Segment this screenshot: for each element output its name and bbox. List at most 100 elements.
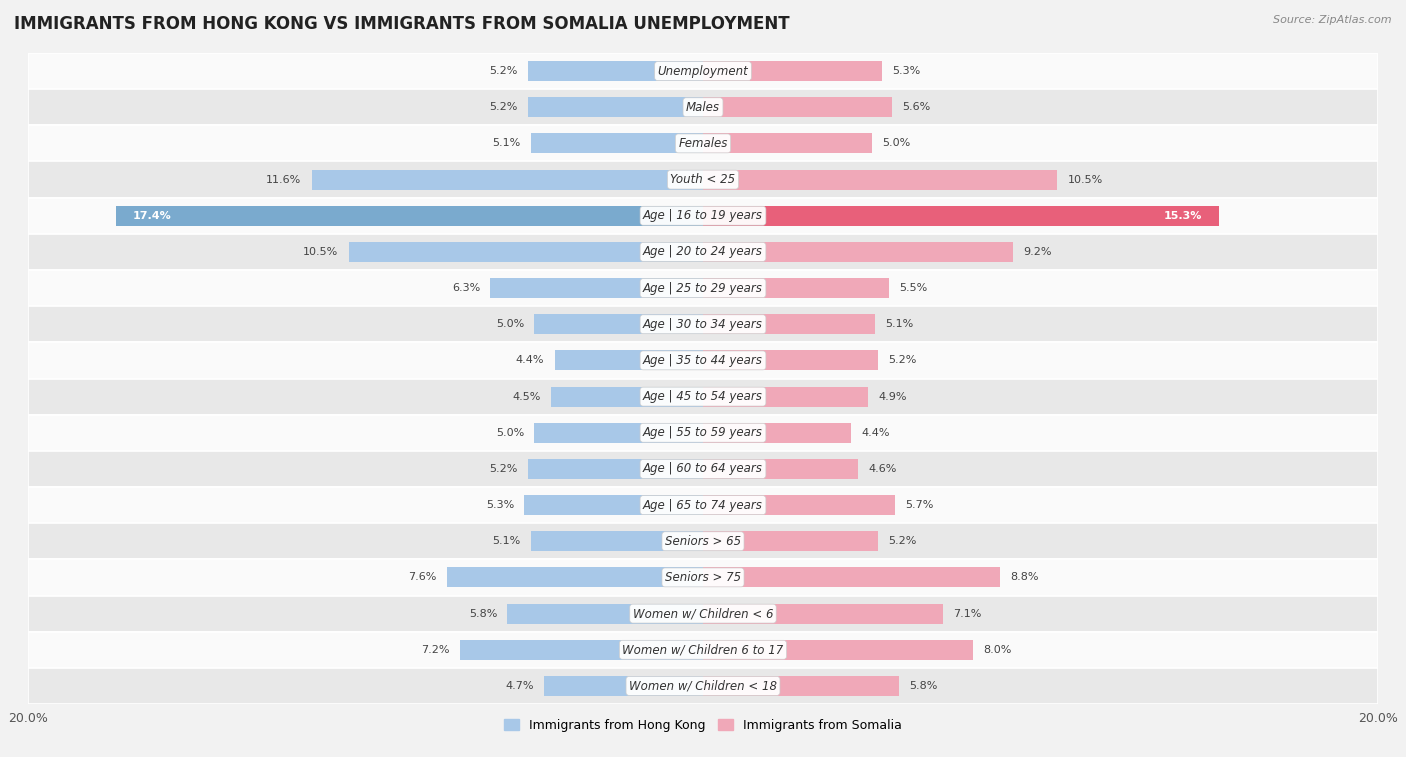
Text: Women w/ Children < 18: Women w/ Children < 18 [628, 680, 778, 693]
Bar [28, 523, 1378, 559]
Text: Seniors > 75: Seniors > 75 [665, 571, 741, 584]
Bar [527, 98, 703, 117]
Text: Unemployment: Unemployment [658, 64, 748, 77]
Bar [551, 387, 703, 407]
Bar [28, 126, 1378, 161]
Text: Age | 16 to 19 years: Age | 16 to 19 years [643, 209, 763, 223]
Bar [28, 342, 1378, 378]
Bar [703, 676, 898, 696]
Text: 5.3%: 5.3% [486, 500, 515, 510]
Bar [703, 568, 1000, 587]
Bar [544, 676, 703, 696]
Legend: Immigrants from Hong Kong, Immigrants from Somalia: Immigrants from Hong Kong, Immigrants fr… [499, 714, 907, 737]
Text: 9.2%: 9.2% [1024, 247, 1052, 257]
Bar [28, 89, 1378, 126]
Bar [703, 459, 858, 479]
Bar [703, 133, 872, 154]
Text: 4.9%: 4.9% [879, 391, 907, 401]
Text: 10.5%: 10.5% [304, 247, 339, 257]
Text: IMMIGRANTS FROM HONG KONG VS IMMIGRANTS FROM SOMALIA UNEMPLOYMENT: IMMIGRANTS FROM HONG KONG VS IMMIGRANTS … [14, 15, 790, 33]
Text: 15.3%: 15.3% [1164, 210, 1202, 221]
Bar [703, 423, 852, 443]
Bar [703, 206, 1219, 226]
Bar [703, 278, 889, 298]
Bar [703, 242, 1014, 262]
Bar [703, 640, 973, 659]
Text: 5.3%: 5.3% [891, 66, 920, 76]
Bar [703, 170, 1057, 189]
Bar [28, 487, 1378, 523]
Text: 5.2%: 5.2% [889, 356, 917, 366]
Text: 7.1%: 7.1% [953, 609, 981, 618]
Bar [28, 234, 1378, 270]
Bar [703, 531, 879, 551]
Text: Women w/ Children 6 to 17: Women w/ Children 6 to 17 [623, 643, 783, 656]
Text: Source: ZipAtlas.com: Source: ZipAtlas.com [1274, 15, 1392, 25]
Text: 11.6%: 11.6% [266, 175, 301, 185]
Bar [28, 451, 1378, 487]
Text: 5.0%: 5.0% [882, 139, 910, 148]
Text: 5.1%: 5.1% [886, 319, 914, 329]
Bar [534, 314, 703, 334]
Bar [28, 161, 1378, 198]
Text: Age | 25 to 29 years: Age | 25 to 29 years [643, 282, 763, 294]
Bar [312, 170, 703, 189]
Text: 5.2%: 5.2% [489, 464, 517, 474]
Text: 5.7%: 5.7% [905, 500, 934, 510]
Text: 5.5%: 5.5% [898, 283, 927, 293]
Text: 8.0%: 8.0% [983, 645, 1011, 655]
Bar [28, 596, 1378, 631]
Text: 4.4%: 4.4% [516, 356, 544, 366]
Text: Seniors > 65: Seniors > 65 [665, 534, 741, 548]
Text: 5.2%: 5.2% [489, 66, 517, 76]
Text: 5.2%: 5.2% [889, 536, 917, 547]
Text: Females: Females [678, 137, 728, 150]
Bar [531, 133, 703, 154]
Text: 5.2%: 5.2% [489, 102, 517, 112]
Bar [115, 206, 703, 226]
Bar [28, 631, 1378, 668]
Text: 7.6%: 7.6% [408, 572, 436, 582]
Text: 17.4%: 17.4% [132, 210, 172, 221]
Bar [527, 61, 703, 81]
Bar [28, 198, 1378, 234]
Text: 4.7%: 4.7% [506, 681, 534, 691]
Bar [703, 495, 896, 515]
Bar [491, 278, 703, 298]
Text: Women w/ Children < 6: Women w/ Children < 6 [633, 607, 773, 620]
Text: Age | 20 to 24 years: Age | 20 to 24 years [643, 245, 763, 258]
Text: Age | 30 to 34 years: Age | 30 to 34 years [643, 318, 763, 331]
Bar [703, 61, 882, 81]
Text: 5.1%: 5.1% [492, 536, 520, 547]
Bar [28, 668, 1378, 704]
Text: Age | 35 to 44 years: Age | 35 to 44 years [643, 354, 763, 367]
Bar [508, 603, 703, 624]
Bar [460, 640, 703, 659]
Bar [527, 459, 703, 479]
Text: 6.3%: 6.3% [453, 283, 481, 293]
Text: 4.4%: 4.4% [862, 428, 890, 438]
Bar [531, 531, 703, 551]
Bar [28, 415, 1378, 451]
Bar [28, 378, 1378, 415]
Text: 10.5%: 10.5% [1067, 175, 1102, 185]
Bar [703, 387, 869, 407]
Text: Males: Males [686, 101, 720, 114]
Text: Youth < 25: Youth < 25 [671, 173, 735, 186]
Text: 5.6%: 5.6% [903, 102, 931, 112]
Text: Age | 65 to 74 years: Age | 65 to 74 years [643, 499, 763, 512]
Bar [28, 306, 1378, 342]
Bar [554, 350, 703, 370]
Text: 5.0%: 5.0% [496, 428, 524, 438]
Bar [703, 603, 942, 624]
Text: 5.1%: 5.1% [492, 139, 520, 148]
Bar [447, 568, 703, 587]
Text: Age | 45 to 54 years: Age | 45 to 54 years [643, 390, 763, 403]
Text: 4.6%: 4.6% [869, 464, 897, 474]
Text: 8.8%: 8.8% [1010, 572, 1039, 582]
Text: 7.2%: 7.2% [422, 645, 450, 655]
Text: Age | 55 to 59 years: Age | 55 to 59 years [643, 426, 763, 439]
Bar [524, 495, 703, 515]
Bar [703, 350, 879, 370]
Text: 5.8%: 5.8% [908, 681, 938, 691]
